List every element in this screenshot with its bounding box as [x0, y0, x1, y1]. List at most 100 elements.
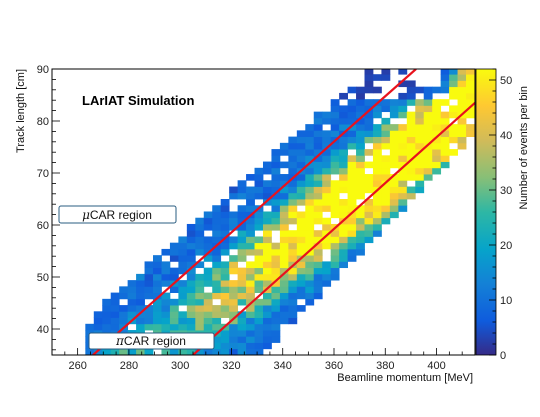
heatmap-cell: [220, 236, 230, 244]
heatmap-cell: [169, 255, 179, 262]
heatmap-cell: [136, 311, 145, 318]
chart-title: LArIAT Simulation: [82, 93, 194, 108]
heatmap-cell: [330, 261, 340, 269]
heatmap-cell: [330, 111, 340, 119]
heatmap-cell: [279, 186, 289, 194]
heatmap-cell: [220, 230, 230, 237]
heatmap-cell: [347, 117, 357, 125]
heatmap-cell: [313, 205, 323, 212]
heatmap-cell: [322, 267, 332, 275]
heatmap-cell: [398, 99, 408, 106]
heatmap-cell: [203, 311, 213, 318]
heatmap-cell: [161, 317, 171, 325]
heatmap-cell: [144, 305, 154, 312]
heatmap-cell: [415, 124, 425, 131]
heatmap-cell: [415, 167, 425, 175]
heatmap-cell: [330, 242, 340, 250]
heatmap-cell: [347, 124, 357, 131]
heatmap-cell: [237, 311, 247, 318]
heatmap-cell: [119, 292, 129, 300]
heatmap-cell: [195, 280, 205, 287]
heatmap-cell: [372, 205, 382, 212]
heatmap-cell: [339, 136, 348, 144]
heatmap-cell: [195, 236, 205, 244]
heatmap-cell: [271, 305, 281, 312]
heatmap-cell: [356, 205, 365, 212]
heatmap-cell: [330, 142, 340, 150]
heatmap-cell: [271, 248, 281, 256]
heatmap-cell: [322, 217, 332, 225]
heatmap-cell: [339, 255, 348, 262]
x-tick-label: 400: [427, 360, 445, 372]
heatmap-cell: [364, 86, 374, 94]
heatmap-cell: [144, 292, 154, 300]
heatmap-cell: [136, 273, 145, 281]
heatmap-cell: [398, 124, 408, 131]
heatmap-cell: [178, 267, 188, 275]
heatmap-cell: [322, 223, 332, 231]
heatmap-cell: [356, 149, 365, 156]
heatmap-cell: [381, 124, 391, 131]
heatmap-cell: [254, 186, 264, 194]
heatmap-cell: [381, 117, 391, 125]
heatmap-cell: [220, 348, 230, 355]
heatmap-cell: [136, 323, 145, 331]
heatmap-cell: [406, 86, 416, 94]
heatmap-cell: [313, 255, 323, 262]
heatmap-cell: [313, 230, 323, 237]
heatmap-cell: [415, 186, 425, 194]
heatmap-cell: [254, 180, 264, 187]
heatmap-cell: [339, 230, 348, 237]
heatmap-cell: [136, 298, 145, 306]
heatmap-cell: [440, 111, 450, 119]
heatmap-cell: [457, 136, 467, 144]
heatmap-cell: [398, 105, 408, 113]
heatmap-cell: [330, 124, 340, 131]
heatmap-cell: [186, 286, 196, 293]
heatmap-cell: [271, 217, 281, 225]
heatmap-cell: [153, 267, 162, 275]
heatmap-cell: [271, 242, 281, 250]
heatmap-cell: [356, 223, 365, 231]
heatmap-cell: [432, 117, 442, 125]
heatmap-cell: [178, 323, 188, 331]
heatmap-cell: [262, 248, 272, 256]
heatmap-cell: [432, 130, 442, 137]
heatmap-cell: [347, 142, 357, 150]
heatmap-cell: [339, 105, 348, 113]
heatmap-cell: [398, 149, 408, 156]
heatmap-cell: [406, 124, 416, 131]
heatmap-cell: [203, 217, 213, 225]
heatmap-cell: [203, 211, 213, 219]
heatmap-cell: [339, 186, 348, 194]
heatmap-cell: [212, 292, 222, 300]
heatmap-cell: [305, 136, 315, 144]
heatmap-cell: [279, 149, 289, 156]
heatmap-cell: [339, 167, 348, 175]
heatmap-cell: [296, 174, 306, 181]
heatmap-cell: [296, 161, 306, 169]
heatmap-cell: [220, 342, 230, 350]
heatmap-cell: [195, 261, 205, 269]
heatmap-cell: [339, 211, 348, 219]
heatmap-cell: [237, 286, 247, 293]
heatmap-cell: [220, 298, 230, 306]
colorbar-ticks: 0 10 20 30 40 50: [489, 68, 512, 362]
heatmap-cell: [296, 180, 306, 187]
x-tick-label: 360: [325, 360, 343, 372]
heatmap-cell: [381, 199, 391, 206]
heatmap-cell: [457, 105, 467, 113]
heatmap-cell: [144, 273, 154, 281]
heatmap-cell: [313, 248, 323, 256]
colorbar-tick-label: 30: [500, 185, 512, 197]
heatmap-cell: [271, 192, 281, 200]
heatmap-cell: [296, 248, 306, 256]
heatmap-cell: [229, 261, 239, 269]
heatmap-cell: [296, 136, 306, 144]
heatmap-cell: [186, 236, 196, 244]
heatmap-cell: [457, 142, 467, 150]
heatmap-cell: [220, 305, 230, 312]
heatmap-cell: [296, 149, 306, 156]
heatmap-cell: [262, 230, 272, 237]
y-axis-label: Track length [cm]: [15, 69, 27, 153]
